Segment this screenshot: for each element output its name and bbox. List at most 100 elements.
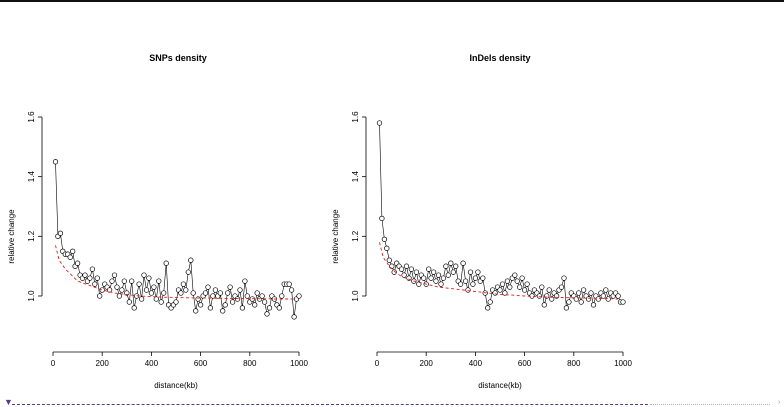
charts-figure: SNPs density 0 200 400 600 800 1000 distance(kb… xyxy=(7,53,632,390)
data-point xyxy=(615,293,621,299)
data-point xyxy=(242,278,248,284)
data-point xyxy=(391,269,397,275)
x-tick-label: 200 xyxy=(420,359,434,368)
data-point xyxy=(457,281,464,287)
data-point xyxy=(116,293,123,299)
data-point xyxy=(539,284,545,290)
x-tick-label: 1000 xyxy=(290,359,308,368)
data-point xyxy=(524,281,530,287)
y-tick-label: 1.2 xyxy=(351,230,360,242)
data-point xyxy=(544,293,550,299)
x-tick-label: 600 xyxy=(194,359,208,368)
data-point xyxy=(121,278,127,284)
data-point xyxy=(413,269,420,275)
data-point xyxy=(428,275,434,281)
data-point xyxy=(438,281,444,287)
data-point xyxy=(114,284,120,290)
data-point xyxy=(193,308,199,314)
data-point xyxy=(443,263,449,269)
data-point xyxy=(502,290,508,296)
data-point xyxy=(266,305,273,311)
data-point xyxy=(119,287,125,293)
data-point xyxy=(421,275,427,281)
data-point xyxy=(590,302,597,308)
data-point xyxy=(276,305,282,311)
data-point xyxy=(52,159,59,165)
data-point xyxy=(460,260,466,266)
chart-panel-snps: SNPs density 0 200 400 600 800 1000 distance(kb… xyxy=(7,53,308,390)
data-point xyxy=(229,299,236,305)
data-point xyxy=(566,299,572,305)
data-point xyxy=(129,278,135,284)
data-point xyxy=(580,287,587,293)
data-point xyxy=(106,287,113,293)
data-point xyxy=(296,293,302,299)
data-point xyxy=(220,308,226,314)
data-point xyxy=(92,281,98,287)
data-point xyxy=(70,248,76,254)
data-point xyxy=(588,290,594,296)
data-point xyxy=(595,296,602,302)
data-point xyxy=(161,290,167,296)
data-point xyxy=(239,305,246,311)
x-tick-label: 400 xyxy=(145,359,159,368)
data-point xyxy=(143,287,150,293)
data-point xyxy=(512,272,518,278)
data-point xyxy=(576,290,582,296)
data-point xyxy=(430,269,437,275)
x-tick-label: 800 xyxy=(567,359,581,368)
y-tick-label: 1.0 xyxy=(351,290,360,302)
data-point xyxy=(291,314,297,320)
data-point xyxy=(87,275,93,281)
data-point xyxy=(178,290,184,296)
chart-title: SNPs density xyxy=(149,53,207,63)
data-point xyxy=(163,260,169,266)
data-point xyxy=(384,245,390,251)
data-point xyxy=(475,269,481,275)
data-point xyxy=(264,311,270,317)
x-tick-label: 0 xyxy=(51,359,56,368)
x-tick-label: 0 xyxy=(375,359,380,368)
x-tick-label: 200 xyxy=(96,359,110,368)
chart-title: InDels density xyxy=(469,53,530,63)
y-tick-label: 1.4 xyxy=(351,171,360,183)
data-point xyxy=(252,302,258,308)
data-point xyxy=(467,269,474,275)
data-point xyxy=(67,254,73,260)
y-tick-label: 1.2 xyxy=(27,230,36,242)
data-point xyxy=(148,290,155,296)
data-point xyxy=(403,263,410,269)
data-point xyxy=(227,284,233,290)
data-point xyxy=(288,287,295,293)
data-point xyxy=(563,305,570,311)
data-point xyxy=(585,296,592,302)
data-point xyxy=(89,266,96,272)
data-point xyxy=(573,296,579,302)
x-axis-label: distance(kb) xyxy=(478,381,522,390)
data-point xyxy=(470,281,476,287)
data-point xyxy=(222,302,228,308)
fitted-trend-line xyxy=(55,245,295,300)
data-point xyxy=(279,293,285,299)
data-point xyxy=(453,263,459,269)
data-point xyxy=(254,290,260,296)
data-point xyxy=(156,278,162,284)
data-point xyxy=(448,260,454,266)
data-point xyxy=(126,299,132,305)
x-tick-label: 800 xyxy=(243,359,257,368)
data-point xyxy=(74,260,81,266)
dotted-divider xyxy=(650,404,770,405)
data-point xyxy=(519,275,525,281)
data-point xyxy=(398,266,405,272)
data-point xyxy=(561,275,567,281)
fitted-trend-line xyxy=(379,242,619,300)
data-point xyxy=(465,287,471,293)
data-point xyxy=(57,230,64,236)
data-point xyxy=(195,296,201,302)
data-point xyxy=(603,287,609,293)
data-point xyxy=(620,299,626,305)
data-point xyxy=(151,284,157,290)
data-point xyxy=(190,290,196,296)
data-point xyxy=(600,293,606,299)
data-point xyxy=(381,236,388,242)
